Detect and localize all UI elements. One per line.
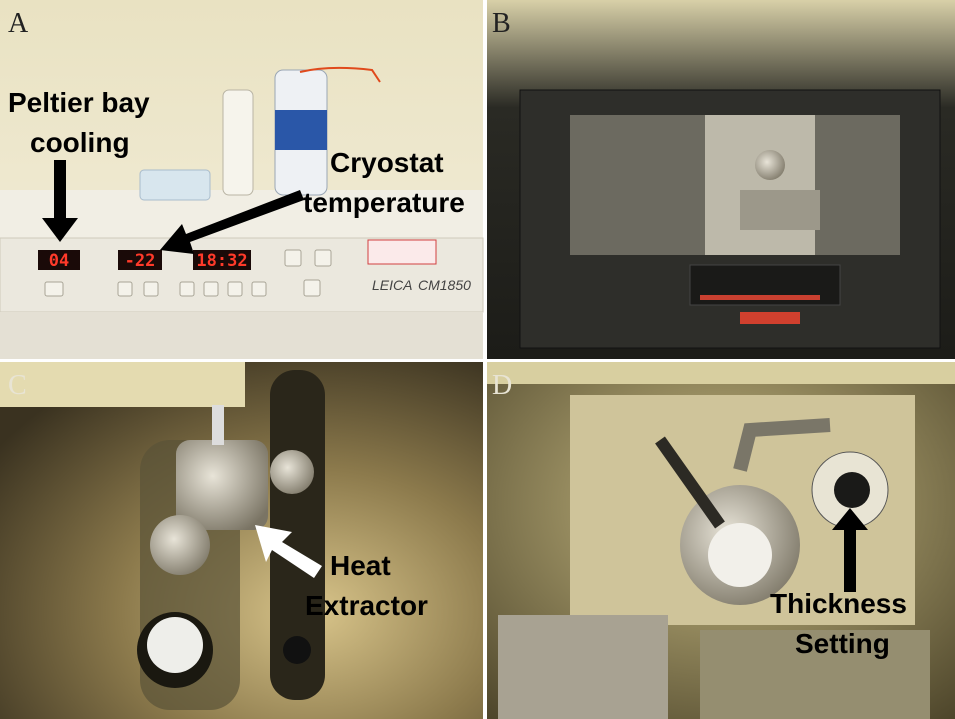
tray xyxy=(140,170,210,200)
dial-knob xyxy=(834,472,870,508)
machine-front xyxy=(0,312,483,359)
page: 04 -22 18:32 LEICA CM1850 A Peltier bay … xyxy=(0,0,955,719)
panel-d: D Thickness Setting xyxy=(487,362,955,719)
disc xyxy=(270,450,314,494)
annotation: Heat xyxy=(330,550,391,581)
vent xyxy=(487,362,955,384)
knob xyxy=(755,150,785,180)
display-reading: -22 xyxy=(125,251,156,271)
display-reading: 18:32 xyxy=(196,251,247,271)
hole xyxy=(283,636,311,664)
tool xyxy=(740,312,800,324)
panel-c: C Heat Extractor xyxy=(0,362,483,719)
panel-label: B xyxy=(492,8,511,39)
arm xyxy=(0,362,245,407)
tool xyxy=(700,295,820,300)
panel-b: B xyxy=(487,0,955,359)
annotation: Cryostat xyxy=(330,147,444,178)
display-reading: 04 xyxy=(49,251,69,271)
annotation: Extractor xyxy=(305,590,428,621)
annotation: Setting xyxy=(795,628,890,659)
panel-label: C xyxy=(8,370,27,401)
panel-background xyxy=(0,362,483,719)
annotation: cooling xyxy=(30,127,130,158)
panel-a: 04 -22 18:32 LEICA CM1850 A Peltier bay … xyxy=(0,0,483,359)
annotation: Thickness xyxy=(770,588,907,619)
blade-holder xyxy=(498,615,668,719)
bottle xyxy=(223,90,253,195)
blade-holder xyxy=(740,190,820,230)
heat-extractor xyxy=(176,440,268,530)
specimen xyxy=(147,617,203,673)
shaft xyxy=(212,405,224,445)
figure: 04 -22 18:32 LEICA CM1850 A Peltier bay … xyxy=(0,0,955,719)
panel-label: A xyxy=(8,8,29,39)
panel-label: D xyxy=(492,370,512,401)
can-label xyxy=(275,110,327,150)
brand: LEICA xyxy=(372,277,412,293)
sticker xyxy=(368,240,436,264)
chuck xyxy=(150,515,210,575)
specimen-holder xyxy=(705,115,815,255)
specimen xyxy=(708,523,772,587)
annotation: temperature xyxy=(303,187,465,218)
annotation: Peltier bay xyxy=(8,87,150,118)
model: CM1850 xyxy=(418,277,471,293)
